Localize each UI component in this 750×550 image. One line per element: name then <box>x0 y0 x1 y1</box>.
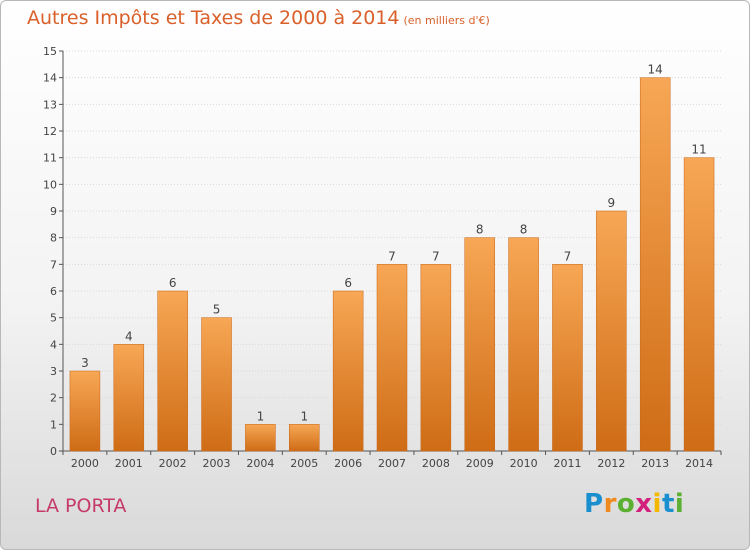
chart-title: Autres Impôts et Taxes de 2000 à 2014 (en… <box>27 7 490 29</box>
y-tick-label: 14 <box>43 72 57 85</box>
x-tick-label-2002: 2002 <box>159 457 187 470</box>
y-tick-label: 8 <box>50 232 57 245</box>
y-tick-label: 12 <box>43 125 57 138</box>
bar-2013 <box>639 77 671 452</box>
y-tick-label: 4 <box>50 338 57 351</box>
data-label-2007: 7 <box>388 249 396 263</box>
data-label-2011: 7 <box>564 249 572 263</box>
bars <box>69 77 715 452</box>
y-tick-label: 6 <box>50 285 57 298</box>
data-label-2009: 8 <box>476 223 484 237</box>
x-tick-label-2001: 2001 <box>115 457 143 470</box>
y-tick-label: 3 <box>50 365 57 378</box>
y-tick-label: 7 <box>50 258 57 271</box>
data-label-2005: 1 <box>300 409 308 423</box>
logo-letter: r <box>603 489 617 519</box>
y-tick-label: 15 <box>43 45 57 58</box>
bar-2002 <box>157 290 188 452</box>
x-tick-label-2003: 2003 <box>203 457 231 470</box>
data-label-2012: 9 <box>608 196 616 210</box>
data-label-2004: 1 <box>257 409 265 423</box>
bar-2006 <box>332 290 364 452</box>
data-label-2013: 14 <box>648 63 663 77</box>
bar-2012 <box>596 210 627 452</box>
y-tick-label: 13 <box>43 98 57 111</box>
x-tick-label-2005: 2005 <box>290 457 318 470</box>
x-tick-label-2007: 2007 <box>378 457 406 470</box>
logo-letter: t <box>661 489 675 519</box>
commune-name: LA PORTA <box>35 495 127 517</box>
y-tick-label: 0 <box>50 445 57 458</box>
y-tick-label: 5 <box>50 312 57 325</box>
x-tick-label-2006: 2006 <box>334 457 362 470</box>
bar-2007 <box>376 264 408 452</box>
x-tick-label-2012: 2012 <box>597 457 625 470</box>
data-label-2008: 7 <box>432 249 440 263</box>
x-tick-label-2009: 2009 <box>466 457 494 470</box>
y-tick-label: 9 <box>50 205 57 218</box>
logo-letter: x <box>635 489 653 519</box>
logo-letter: i <box>652 489 662 519</box>
data-label-2010: 8 <box>520 223 528 237</box>
x-tick-label-2011: 2011 <box>553 457 581 470</box>
bar-2003 <box>201 317 232 452</box>
logo-letter: i <box>674 489 685 519</box>
x-tick-label-2014: 2014 <box>685 457 713 470</box>
data-label-2001: 4 <box>125 329 133 343</box>
data-label-2002: 6 <box>169 276 177 290</box>
data-label-2006: 6 <box>344 276 352 290</box>
bar-2000 <box>69 370 101 452</box>
proxiti-logo: Proxiti <box>584 489 684 519</box>
x-tick-labels: 2000 2001 2002 2003 2004 2005 2006 2007 2008 2009… <box>71 457 713 470</box>
data-label-2014: 11 <box>691 143 706 157</box>
chart-title-text: Autres Impôts et Taxes de 2000 à 2014 <box>27 7 400 29</box>
bar-2008 <box>420 264 452 452</box>
x-tick-label-2010: 2010 <box>510 457 538 470</box>
data-label-2000: 3 <box>81 356 89 370</box>
bar-2011 <box>552 264 583 452</box>
x-tick-label-2004: 2004 <box>246 457 274 470</box>
x-tick-label-2008: 2008 <box>422 457 450 470</box>
y-tick-label: 11 <box>43 152 57 165</box>
bar-2001 <box>113 344 145 452</box>
x-tick-label-2013: 2013 <box>641 457 669 470</box>
y-tick-label: 10 <box>43 178 57 191</box>
bar-2005 <box>289 424 320 452</box>
bar-2009 <box>464 237 495 452</box>
y-tick-label: 1 <box>50 418 57 431</box>
y-tick-label: 2 <box>50 392 57 405</box>
x-tick-label-2000: 2000 <box>71 457 99 470</box>
data-label-2003: 5 <box>213 303 221 317</box>
chart-subtitle: (en milliers d'€) <box>403 14 490 27</box>
bar-2004 <box>245 424 276 452</box>
bar-2014 <box>683 157 715 452</box>
logo-letter: P <box>584 489 604 519</box>
bar-2010 <box>508 237 539 452</box>
logo-letter: o <box>616 489 636 519</box>
